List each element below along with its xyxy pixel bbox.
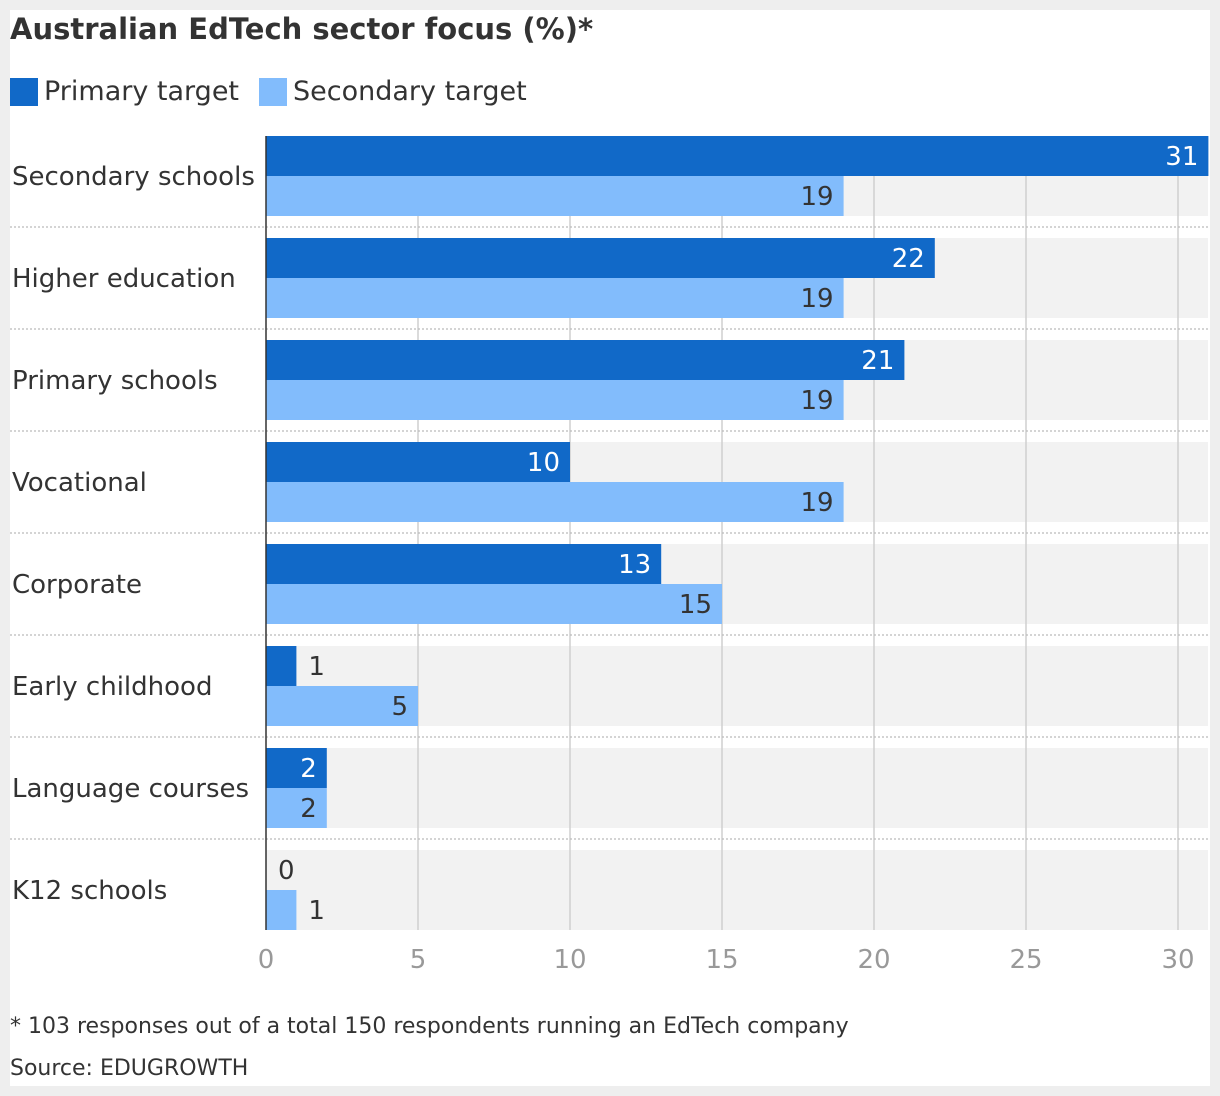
bar-secondary: [266, 278, 844, 318]
bar-value-label: 10: [527, 448, 560, 478]
bar-value-label: 19: [801, 488, 834, 518]
legend-label-primary: Primary target: [44, 76, 240, 107]
x-tick-label: 25: [1009, 945, 1042, 975]
footnote: * 103 responses out of a total 150 respo…: [10, 1014, 849, 1039]
legend-swatch-secondary: [259, 77, 288, 106]
legend-swatch-primary: [10, 77, 38, 106]
bar-value-label: 31: [1165, 142, 1198, 172]
category-label: Language courses: [12, 774, 249, 804]
bar-primary: [266, 136, 1209, 176]
bar-value-label: 22: [892, 244, 925, 274]
bar-primary: [266, 238, 935, 278]
bar-secondary: [266, 788, 327, 828]
bar-secondary: [266, 890, 297, 930]
bar-value-label: 0: [278, 856, 295, 886]
bar-value-label: 19: [801, 284, 834, 314]
category-label: Vocational: [12, 468, 147, 498]
legend-item-secondary: Secondary target: [259, 76, 527, 107]
bar-secondary: [266, 176, 844, 216]
row-background: [266, 646, 1208, 726]
bar-value-label: 13: [618, 550, 651, 580]
x-tick-label: 30: [1161, 945, 1194, 975]
bar-value-label: 1: [308, 896, 325, 926]
bar-value-label: 2: [300, 754, 317, 784]
x-tick-label: 5: [410, 945, 427, 975]
bar-primary: [266, 340, 905, 380]
bar-value-label: 1: [308, 652, 325, 682]
bar-value-label: 19: [801, 386, 834, 416]
bar-primary: [266, 748, 327, 788]
row-background: [266, 748, 1208, 828]
bar-secondary: [266, 584, 722, 624]
bar-value-label: 5: [391, 692, 408, 722]
category-label: Early childhood: [12, 672, 212, 702]
legend-item-primary: Primary target: [10, 76, 239, 107]
x-tick-label: 0: [258, 945, 275, 975]
chart-title: Australian EdTech sector focus (%)*: [10, 12, 594, 46]
bar-primary: [266, 544, 662, 584]
category-label: Higher education: [12, 264, 236, 294]
source-note: Source: EDUGROWTH: [10, 1056, 249, 1081]
category-label: Corporate: [12, 570, 142, 600]
legend: Primary target Secondary target: [10, 76, 547, 107]
bar-secondary: [266, 380, 844, 420]
category-label: Primary schools: [12, 366, 218, 396]
legend-label-secondary: Secondary target: [293, 76, 527, 107]
category-label: K12 schools: [12, 876, 167, 906]
bar-value-label: 19: [801, 182, 834, 212]
bar-value-label: 21: [861, 346, 894, 376]
category-label: Secondary schools: [12, 162, 255, 192]
x-tick-label: 20: [857, 945, 890, 975]
x-tick-label: 15: [705, 945, 738, 975]
bar-secondary: [266, 482, 844, 522]
x-tick-label: 10: [553, 945, 586, 975]
bar-value-label: 15: [679, 590, 712, 620]
row-background: [266, 850, 1208, 930]
bar-primary: [266, 442, 570, 482]
bar-value-label: 2: [300, 794, 317, 824]
bar-secondary: [266, 686, 418, 726]
bar-primary: [266, 646, 297, 686]
